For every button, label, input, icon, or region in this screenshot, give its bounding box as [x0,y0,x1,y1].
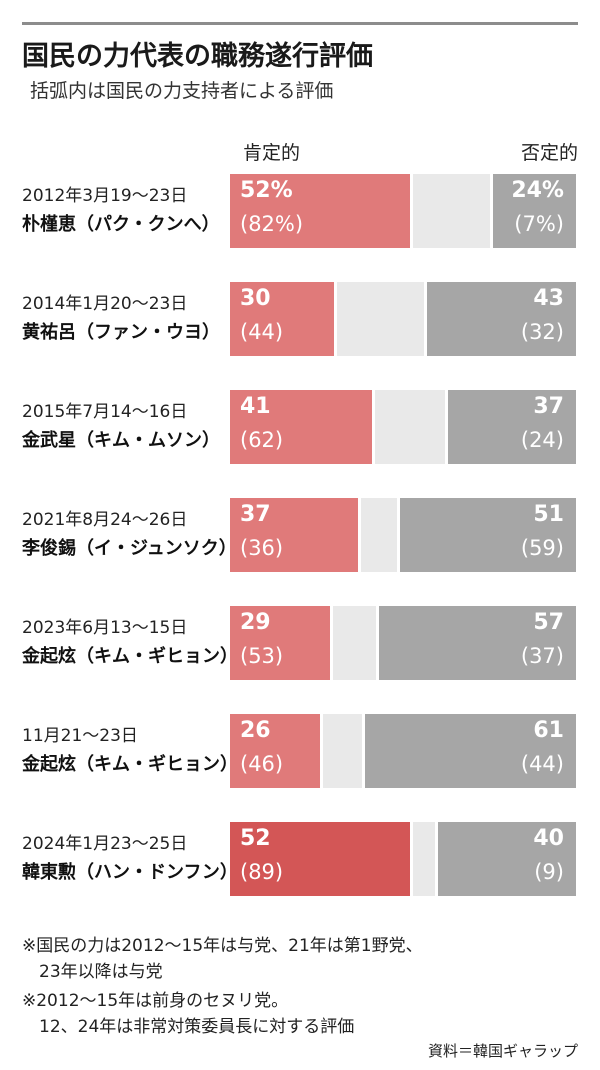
chart-subtitle: 括弧内は国民の力支持者による評価 [30,80,334,102]
undecided-bar [361,498,397,572]
undecided-bar [374,390,445,464]
negative-bar: 24% (7%) [492,174,576,248]
negative-supporters-label: (9) [534,860,564,884]
positive-value-label: 30 [240,286,271,311]
row-date: 2024年1月23～25日 [22,834,188,854]
row-date: 11月21～23日 [22,726,138,746]
row-name: 韓東勲（ハン・ドンフン） [22,862,238,883]
negative-supporters-label: (44) [520,752,564,776]
positive-bar: 26 (46) [230,714,320,788]
positive-value-label: 52 [240,826,271,851]
note-line: ※国民の力は2012～15年は与党、21年は第1野党、 [22,936,423,956]
negative-value-label: 37 [533,394,564,419]
chart-row: 2014年1月20～23日黄祐呂（ファン・ウヨ） 30 (44) 43 (32) [0,280,600,360]
negative-bar: 57 (37) [378,606,576,680]
row-date: 2023年6月13～15日 [22,618,188,638]
positive-supporters-label: (62) [240,428,284,452]
negative-supporters-label: (59) [520,536,564,560]
negative-value-label: 24% [511,178,564,203]
negative-value-label: 57 [533,610,564,635]
positive-supporters-label: (44) [240,320,284,344]
positive-supporters-label: (82%) [240,212,304,236]
negative-supporters-label: (7%) [514,212,564,236]
negative-value-label: 51 [533,502,564,527]
negative-bar: 37 (24) [447,390,576,464]
undecided-bar [412,174,490,248]
note-line: 12、24年は非常対策委員長に対する評価 [22,1017,355,1037]
chart-row: 2012年3月19～23日朴槿恵（パク・クンへ） 52% (82%) 24% (7%) [0,172,600,252]
note-line: ※2012～15年は前身のセヌリ党。 [22,991,289,1011]
positive-bar: 41 (62) [230,390,372,464]
chart-title: 国民の力代表の職務遂行評価 [22,41,373,72]
negative-value-label: 40 [533,826,564,851]
negative-bar: 51 (59) [399,498,576,572]
positive-bar: 52 (89) [230,822,410,896]
positive-supporters-label: (36) [240,536,284,560]
source-credit: 資料＝韓国ギャラップ [427,1042,578,1060]
negative-bar: 61 (44) [364,714,576,788]
legend-negative: 否定的 [520,142,578,164]
negative-supporters-label: (24) [520,428,564,452]
row-date: 2015年7月14～16日 [22,402,188,422]
undecided-bar [412,822,435,896]
legend-positive: 肯定的 [243,142,301,164]
row-name: 金起炫（キム・ギヒョン） [22,754,238,775]
positive-supporters-label: (53) [240,644,284,668]
undecided-bar [322,714,362,788]
note-line: 23年以降は与党 [22,962,163,982]
row-name: 金起炫（キム・ギヒョン） [22,646,238,667]
negative-bar: 40 (9) [437,822,576,896]
negative-value-label: 61 [533,718,564,743]
row-name: 金武星（キム・ムソン） [22,430,220,451]
positive-value-label: 29 [240,610,271,635]
negative-bar: 43 (32) [427,282,576,356]
chart-row: 2023年6月13～15日金起炫（キム・ギヒョン） 29 (53) 57 (37) [0,604,600,684]
undecided-bar [333,606,376,680]
chart-row: 2015年7月14～16日金武星（キム・ムソン） 41 (62) 37 (24) [0,388,600,468]
positive-supporters-label: (89) [240,860,284,884]
positive-supporters-label: (46) [240,752,284,776]
negative-supporters-label: (32) [520,320,564,344]
positive-bar: 37 (36) [230,498,359,572]
chart-row: 2021年8月24～26日李俊錫（イ・ジュンソク） 37 (36) 51 (59) [0,496,600,576]
row-name: 朴槿恵（パク・クンへ） [22,214,220,235]
top-rule [22,22,578,25]
positive-bar: 30 (44) [230,282,334,356]
negative-value-label: 43 [533,286,564,311]
negative-supporters-label: (37) [520,644,564,668]
chart-row: 2024年1月23～25日 韓東勲（ハン・ドンフン） 52 (89) 40 (9) [0,820,600,900]
positive-bar: 52% (82%) [230,174,410,248]
row-date: 2014年1月20～23日 [22,294,188,314]
row-date: 2021年8月24～26日 [22,510,188,530]
positive-value-label: 37 [240,502,271,527]
positive-value-label: 52% [240,178,293,203]
positive-bar: 29 (53) [230,606,331,680]
positive-value-label: 26 [240,718,271,743]
row-date: 2012年3月19～23日 [22,186,188,206]
undecided-bar [336,282,425,356]
positive-value-label: 41 [240,394,271,419]
chart-row: 11月21～23日金起炫（キム・ギヒョン） 26 (46) 61 (44) [0,712,600,792]
row-name: 李俊錫（イ・ジュンソク） [22,538,237,559]
row-name: 黄祐呂（ファン・ウヨ） [22,322,220,343]
